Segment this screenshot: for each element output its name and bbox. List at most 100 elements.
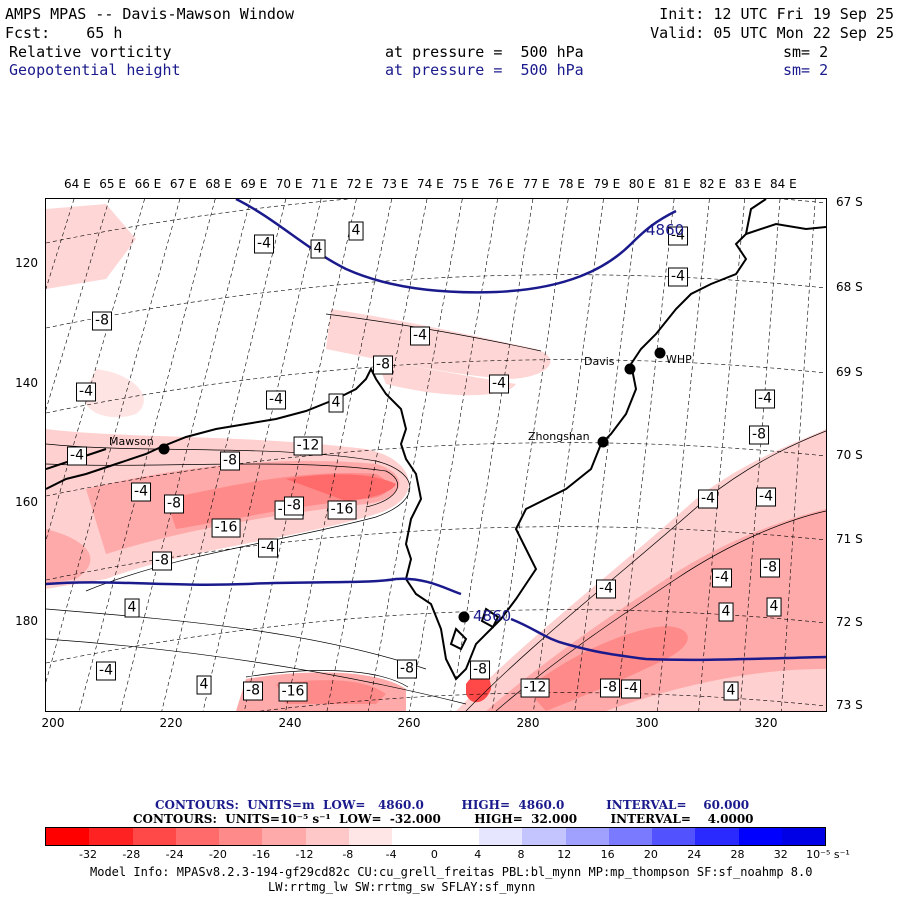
meridian-line (574, 199, 640, 711)
vorticity-contour-label: -4 (698, 489, 718, 509)
longitude-label: 79 E (593, 177, 621, 191)
longitude-label: 80 E (628, 177, 656, 191)
vorticity-contour-label: -8 (164, 494, 184, 514)
vorticity-contours (46, 313, 826, 711)
x-tick-label: 240 (278, 716, 302, 730)
meridian-line (409, 199, 498, 711)
meridian-line (450, 199, 534, 711)
forecast-hour: Fcst: 65 h (5, 24, 123, 42)
field1-level: at pressure = 500 hPa (385, 43, 584, 61)
field2-name: Geopotential height (9, 61, 181, 79)
station-marker (458, 611, 470, 623)
map-title: AMPS MPAS -- Davis-Mawson Window (5, 5, 294, 23)
y-tick-label: 140 (15, 376, 38, 390)
colorbar-tick-label: 32 (773, 848, 788, 861)
map-svg (46, 199, 826, 711)
longitude-label: 81 E (664, 177, 691, 191)
latitude-label: 67 S (836, 195, 863, 209)
vorticity-contour-info: CONTOURS: UNITS=10⁻⁵ s⁻¹ LOW= -32.000 HI… (133, 812, 754, 826)
y-tick-label: 180 (15, 614, 38, 628)
longitude-label: 76 E (487, 177, 515, 191)
vorticity-contour-label: -4 (96, 661, 116, 681)
vorticity-contour-label: 4 (718, 602, 734, 622)
map-panel: -444-8-4-8-4-44-4-4-4-8-12-8-4-8-16-12-1… (45, 198, 827, 712)
colorbar-swatch (695, 828, 739, 845)
vorticity-contour-label: -4 (76, 382, 96, 402)
vorticity-contour-label: -8 (373, 355, 393, 375)
meridian-line (698, 199, 745, 711)
vorticity-contour-label: -12 (520, 678, 550, 698)
vorticity-contour-label: -16 (278, 682, 308, 702)
vorticity-contour-label: -4 (668, 267, 688, 287)
vorticity-contour-label: -4 (266, 390, 286, 410)
height-contour-label: 4860 (473, 607, 512, 625)
vorticity-contour-label: -4 (621, 679, 641, 699)
colorbar-swatch (175, 828, 220, 845)
meridian-line (739, 199, 781, 711)
colorbar-tick-label: -4 (385, 848, 397, 861)
field2-smoothing: sm= 2 (783, 61, 829, 79)
station-label: Mawson (109, 435, 154, 448)
vorticity-contour-label: -8 (92, 311, 112, 331)
vorticity-contour-label: 4 (723, 681, 739, 701)
colorbar-swatch (392, 828, 436, 845)
vorticity-contour-label: -8 (220, 451, 240, 471)
meridian-line (533, 199, 604, 711)
colorbar-swatch (565, 828, 609, 845)
longitude-label: 73 E (381, 177, 409, 191)
height-contours (46, 199, 826, 662)
longitude-label: 70 E (275, 177, 303, 191)
y-tick-label: 120 (15, 256, 38, 270)
colorbar-tick-label: 20 (643, 848, 658, 861)
x-tick-label: 220 (159, 716, 183, 730)
vorticity-contour-label: -4 (131, 482, 151, 502)
vorticity-shading (46, 204, 826, 711)
colorbar-tick-label: 4 (474, 848, 482, 861)
meridian-line (657, 199, 710, 711)
vorticity-contour-label: 4 (310, 239, 326, 259)
valid-time: Valid: 05 UTC Mon 22 Sep 25 (650, 24, 894, 42)
vorticity-contour-label: -4 (254, 234, 274, 254)
vorticity-contour-label: -8 (470, 660, 490, 680)
x-tick-label: 320 (754, 716, 778, 730)
vorticity-contour-label: -4 (410, 326, 430, 346)
latitude-label: 72 S (836, 615, 863, 629)
vorticity-contour-label: -8 (284, 496, 304, 516)
longitude-label: 71 E (311, 177, 338, 191)
colorbar (45, 827, 827, 846)
x-tick-label: 260 (397, 716, 421, 730)
parallel-line (46, 199, 826, 244)
colorbar-swatch (522, 828, 566, 845)
y-tick-label: 160 (15, 495, 38, 509)
colorbar-tick-label: -24 (165, 848, 184, 861)
meridian-line (202, 199, 322, 711)
colorbar-tick-label: 0 (430, 848, 438, 861)
colorbar-swatch (652, 828, 696, 845)
station-marker (597, 436, 609, 448)
colorbar-tick-label: 24 (687, 848, 702, 861)
colorbar-tick-label: -20 (208, 848, 227, 861)
colorbar-tick-label: -16 (252, 848, 271, 861)
field1-smoothing: sm= 2 (783, 43, 829, 61)
vorticity-contour-label: 4 (328, 393, 344, 413)
colorbar-swatch (435, 828, 479, 845)
vorticity-contour-label: -4 (489, 374, 509, 394)
vorticity-contour-label: -8 (749, 425, 769, 445)
meridian-line (615, 199, 675, 711)
model-info: Model Info: MPASv8.2.3-194-gf29cd82c CU:… (90, 865, 813, 879)
x-tick-label: 200 (41, 716, 65, 730)
vorticity-contour-label: -8 (600, 678, 620, 698)
longitude-label: 78 E (558, 177, 585, 191)
vorticity-contour-label: 4 (196, 675, 212, 695)
longitude-label: 84 E (770, 177, 797, 191)
vorticity-contour-label: -4 (258, 538, 278, 558)
longitude-label: 83 E (734, 177, 762, 191)
x-tick-label: 280 (516, 716, 540, 730)
longitude-label: 67 E (169, 177, 197, 191)
longitude-label: 72 E (346, 177, 374, 191)
vorticity-contour-label: -4 (668, 226, 688, 246)
vorticity-contour-label: -4 (756, 487, 776, 507)
longitude-label: 68 E (205, 177, 232, 191)
colorbar-tick-label: 28 (730, 848, 745, 861)
vorticity-contour-label: -8 (243, 681, 263, 701)
